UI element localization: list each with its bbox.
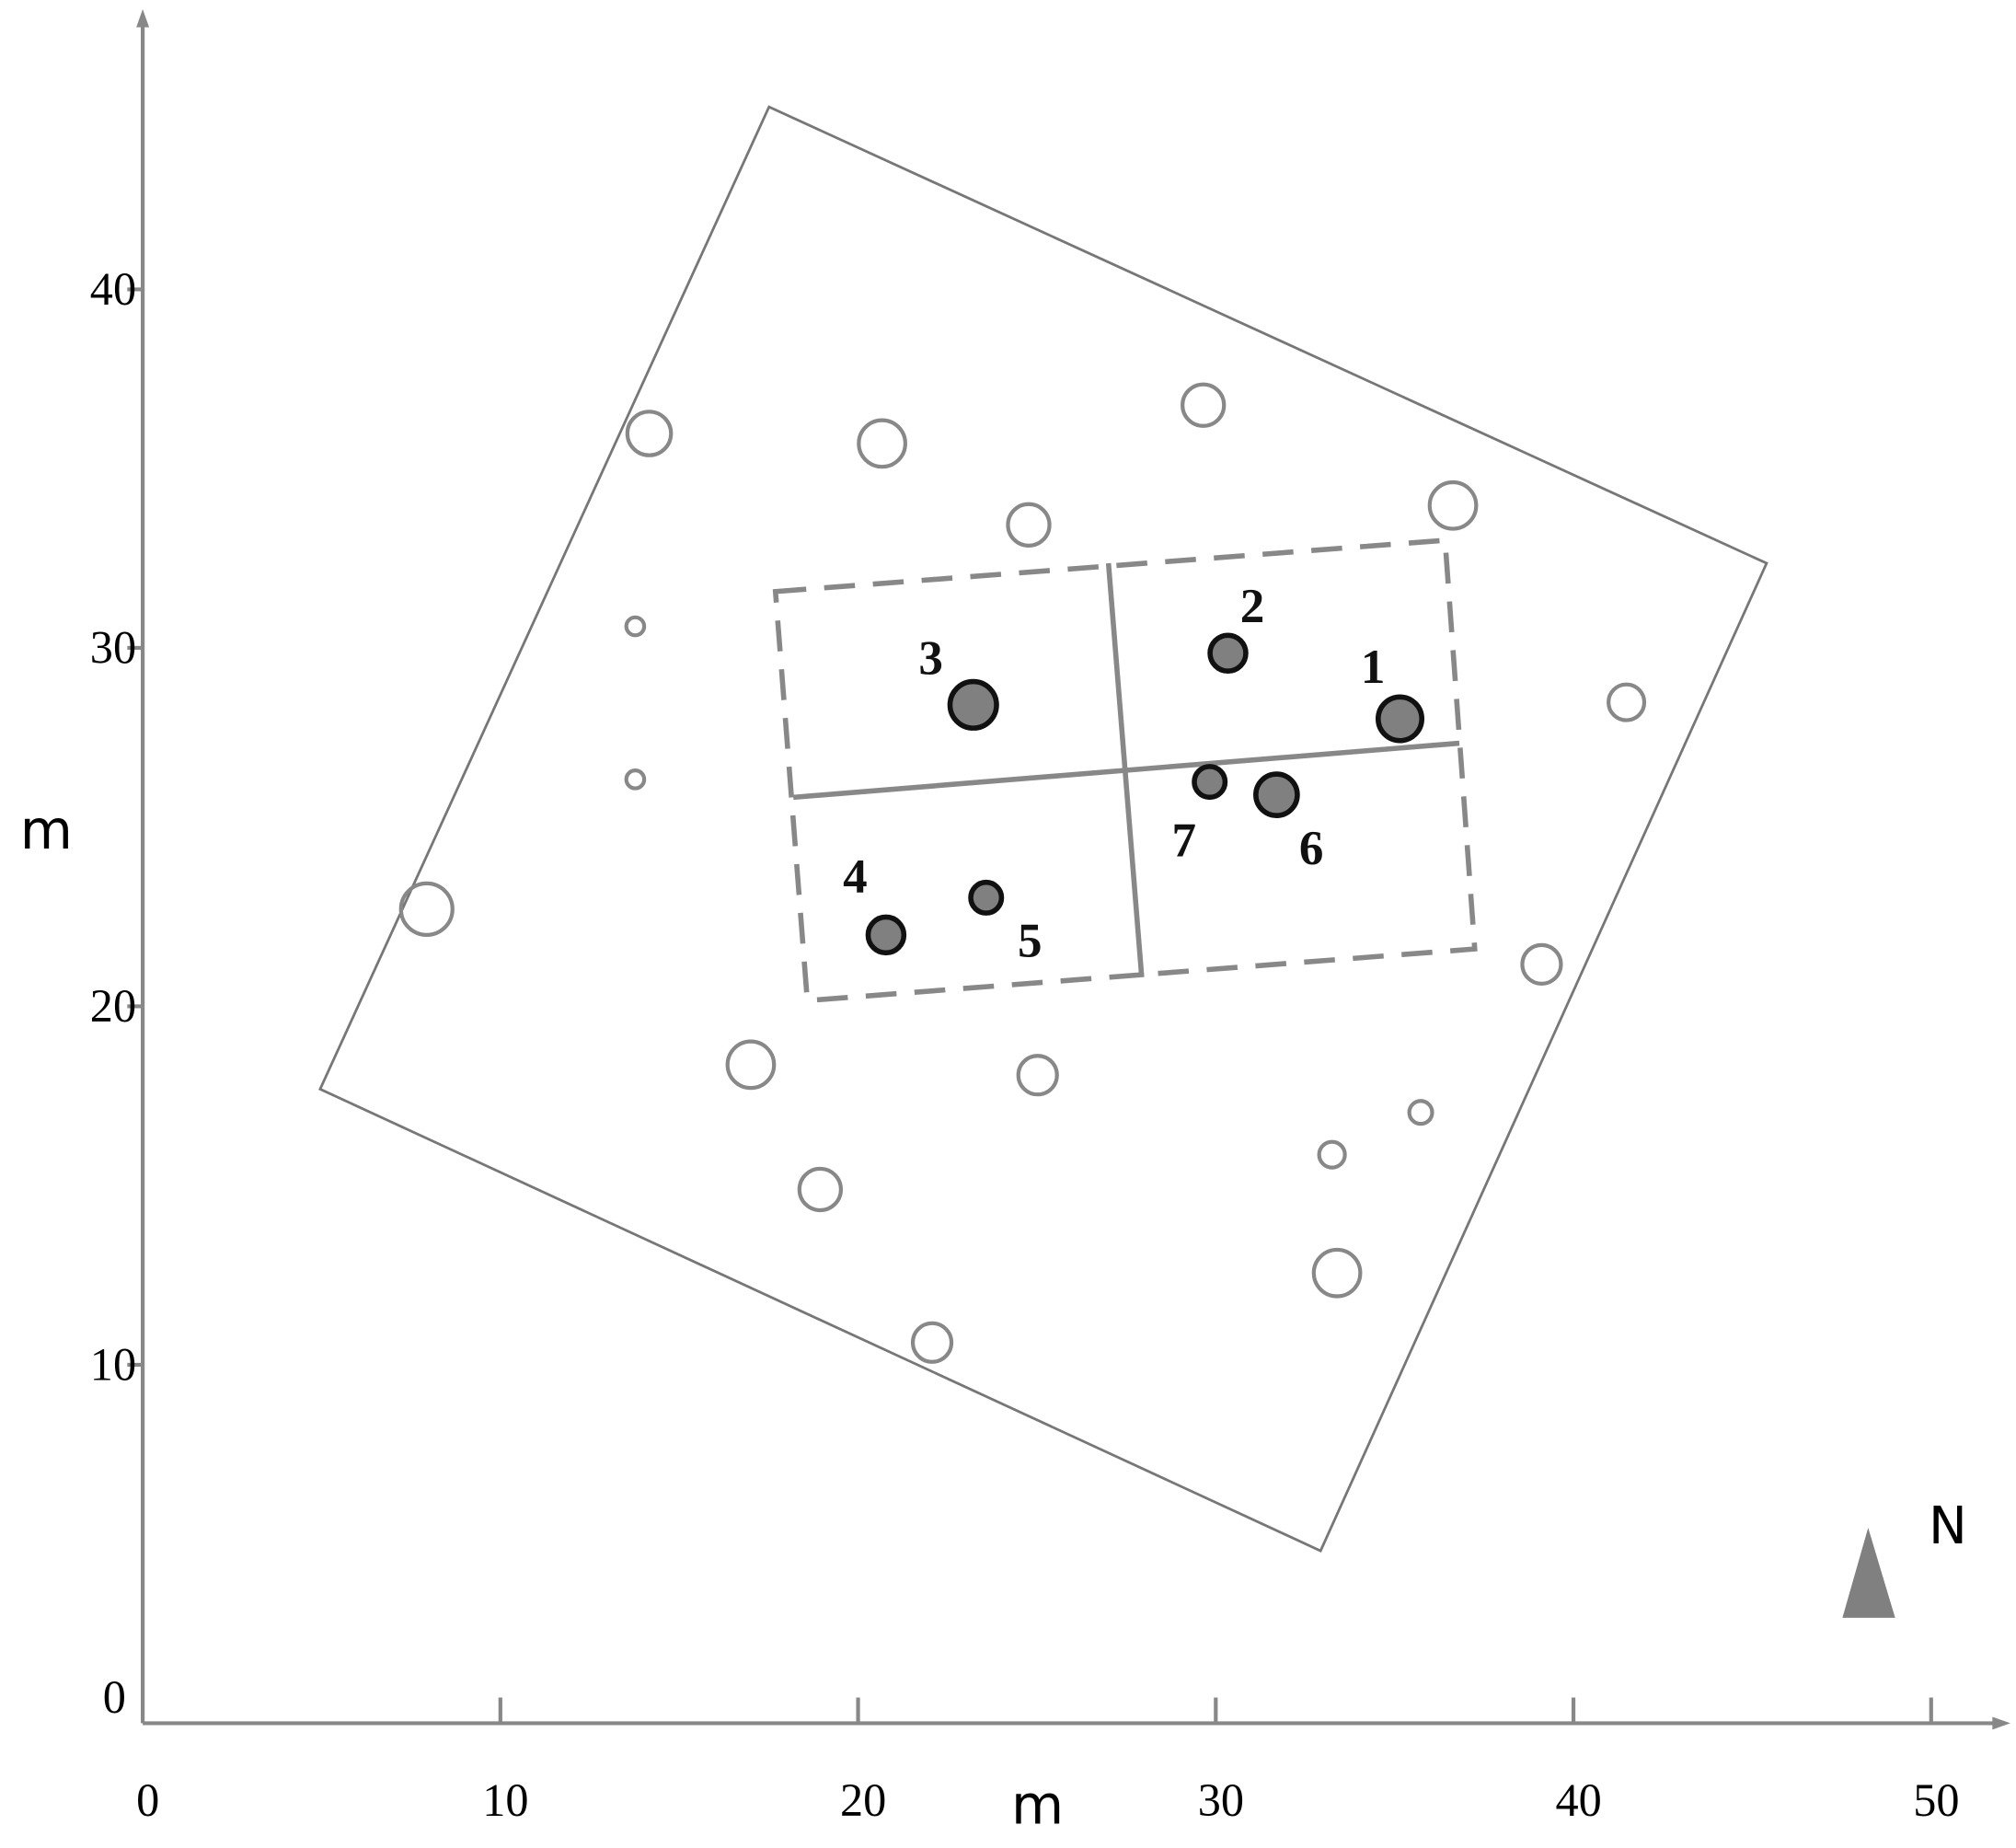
tree	[725, 1039, 777, 1091]
y-tick-label: 30	[90, 622, 136, 674]
north-label: N	[1929, 1496, 1967, 1556]
plot-boundary	[318, 105, 1768, 1553]
x-tick-label: 20	[840, 1774, 886, 1826]
subplot-divider	[792, 740, 1460, 801]
tree-label: 5	[1018, 915, 1043, 968]
tree	[1407, 1099, 1434, 1126]
tree	[1520, 942, 1563, 986]
x-tick-label: 30	[1198, 1774, 1244, 1826]
tree	[1317, 1139, 1347, 1170]
sample-tree	[865, 914, 907, 956]
tree	[857, 418, 907, 469]
tree	[624, 768, 647, 791]
tree	[398, 881, 455, 937]
tree	[624, 615, 647, 638]
tree	[1181, 382, 1227, 428]
sample-tree	[1375, 694, 1425, 744]
y-tick-label: 40	[90, 263, 136, 315]
x-axis-label: m	[1011, 1773, 1064, 1836]
y-tick-label: 0	[103, 1671, 126, 1723]
y-tick-label: 10	[90, 1339, 136, 1391]
tree-label: 3	[918, 631, 943, 685]
tree	[1427, 479, 1479, 531]
tree-label: 4	[843, 850, 868, 904]
sample-tree	[947, 678, 999, 731]
north-arrow	[1842, 1528, 1895, 1618]
tree	[910, 1321, 954, 1364]
tree	[1016, 1054, 1059, 1097]
tree-label: 7	[1171, 814, 1196, 868]
tree-label: 2	[1240, 580, 1265, 633]
tree-label: 6	[1299, 822, 1324, 875]
y-axis-arrow	[136, 9, 150, 28]
tree	[625, 410, 674, 457]
tree	[797, 1166, 844, 1213]
tree-label: 1	[1361, 641, 1386, 694]
subplot-boundary	[772, 537, 1478, 1004]
subplot-divider	[1105, 562, 1145, 978]
tree	[1607, 682, 1647, 722]
x-tick-label: 10	[482, 1774, 528, 1826]
tree	[1006, 502, 1052, 548]
sample-tree	[1192, 764, 1228, 801]
sample-tree	[1207, 632, 1249, 674]
x-tick-label: 0	[136, 1774, 159, 1826]
sample-tree	[1253, 771, 1300, 818]
y-axis-label: m	[20, 799, 73, 861]
x-axis-arrow	[1992, 1716, 2010, 1730]
y-tick-label: 20	[90, 980, 136, 1032]
x-tick-label: 40	[1555, 1774, 1601, 1826]
tree	[1311, 1247, 1363, 1299]
x-tick-label: 50	[1913, 1774, 1959, 1826]
sample-tree	[968, 879, 1005, 916]
